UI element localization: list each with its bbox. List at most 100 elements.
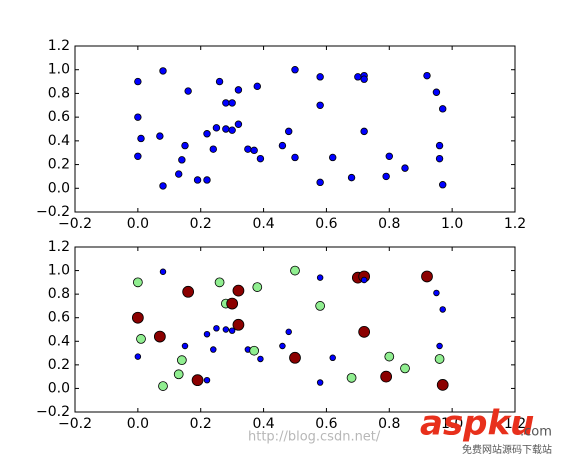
point <box>159 182 167 190</box>
point <box>401 164 409 172</box>
point <box>354 73 362 81</box>
point <box>329 153 337 162</box>
point <box>178 156 186 164</box>
point <box>439 306 446 313</box>
point <box>278 141 287 150</box>
point <box>315 301 326 311</box>
point <box>182 285 195 298</box>
y-tick-label: −0.2 <box>36 404 70 420</box>
point <box>184 87 192 95</box>
point <box>316 178 324 187</box>
point <box>285 328 292 336</box>
point <box>214 277 225 288</box>
point <box>222 125 230 133</box>
point <box>176 355 187 366</box>
point <box>289 351 301 364</box>
point <box>213 325 220 332</box>
point <box>203 176 211 184</box>
point <box>181 342 189 350</box>
point <box>159 268 167 275</box>
point <box>432 88 441 96</box>
point <box>382 172 390 181</box>
x-tick-label: 0.6 <box>315 216 337 232</box>
point <box>209 145 217 153</box>
subplot: −0.2 0.0 0.2 0.4 0.6 0.8 1.0 1.2 −0.2 0.0 0.2 0.4 0.… <box>36 38 526 232</box>
point <box>232 284 245 297</box>
point <box>400 363 410 374</box>
point <box>215 77 224 86</box>
point <box>256 154 265 163</box>
point <box>203 330 211 338</box>
point <box>136 334 146 344</box>
y-tick-label: 1.2 <box>48 38 70 54</box>
point <box>433 289 440 297</box>
point <box>290 265 300 276</box>
x-tick-label: 0.2 <box>190 216 212 232</box>
watermark-slogan: 免费网站源码下载站 <box>462 443 552 456</box>
point <box>222 99 230 107</box>
x-tick-label: 0.6 <box>315 416 337 432</box>
y-tick-label: 1.0 <box>48 263 70 279</box>
y-tick-label: 0.2 <box>48 357 70 373</box>
point <box>228 126 236 134</box>
x-tick-label: 0.8 <box>378 416 400 432</box>
point <box>316 379 324 386</box>
point <box>222 326 230 333</box>
x-tick-label: 1.2 <box>504 216 526 232</box>
x-tick-label: 0.4 <box>252 216 274 232</box>
x-tick-label: 0.0 <box>127 216 149 232</box>
point <box>291 66 299 74</box>
point <box>316 101 324 109</box>
x-tick-label: 0.4 <box>252 416 274 432</box>
point <box>181 141 189 150</box>
point <box>158 381 168 391</box>
point <box>234 120 243 128</box>
x-tick-label: 0.8 <box>378 216 400 232</box>
point <box>316 274 324 281</box>
point <box>134 77 142 86</box>
point <box>436 379 449 391</box>
point <box>291 153 299 162</box>
point <box>191 374 204 387</box>
point <box>385 152 393 160</box>
axes-frame <box>74 45 516 213</box>
point <box>252 282 263 292</box>
point <box>212 124 221 132</box>
y-tick-label: 0.8 <box>48 85 70 101</box>
point <box>228 327 236 334</box>
watermark-url: http://blog.csdn.net/ <box>248 430 381 445</box>
y-tick-label: 0.0 <box>48 180 70 196</box>
y-tick-label: 0.4 <box>48 333 70 349</box>
point <box>156 132 164 140</box>
watermark-brand: aspku <box>420 404 534 444</box>
point <box>131 311 144 324</box>
y-tick-label: 1.0 <box>48 62 70 78</box>
y-tick-label: −0.2 <box>36 204 70 220</box>
point <box>285 127 293 136</box>
point <box>210 346 217 353</box>
point <box>347 173 356 182</box>
point <box>203 376 211 384</box>
point <box>193 176 202 184</box>
y-tick-label: 1.2 <box>48 239 70 255</box>
point <box>329 354 336 362</box>
point <box>249 345 260 356</box>
point <box>384 351 395 362</box>
axes-frame <box>74 246 516 413</box>
point <box>436 342 443 350</box>
point <box>153 330 166 343</box>
y-tick-label: 0.4 <box>48 133 70 149</box>
x-tick-label: 0.0 <box>127 416 149 432</box>
point <box>253 82 261 91</box>
point <box>203 130 211 138</box>
point <box>421 270 433 283</box>
point <box>346 372 357 383</box>
point <box>134 113 142 121</box>
point <box>228 99 236 107</box>
x-tick-label: −0.2 <box>58 416 92 432</box>
point <box>159 67 167 75</box>
y-tick-label: 0.2 <box>48 157 70 173</box>
y-tick-label: 0.0 <box>48 380 70 396</box>
point <box>360 127 368 136</box>
